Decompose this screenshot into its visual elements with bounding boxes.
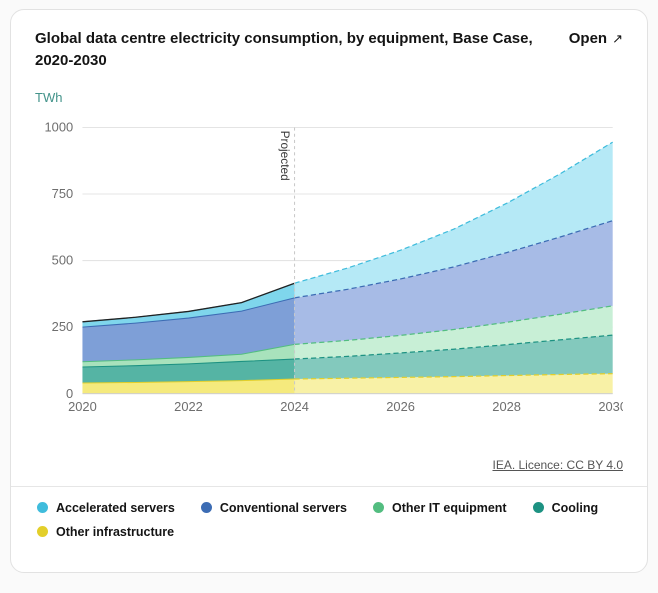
legend-item[interactable]: Other IT equipment [372, 500, 507, 515]
legend-dot [372, 502, 384, 514]
y-axis-unit-label: TWh [35, 89, 63, 105]
y-tick-label: 0 [66, 385, 73, 400]
legend-label: Other infrastructure [56, 524, 175, 539]
legend-dot [37, 526, 48, 538]
area-projected [294, 373, 613, 394]
x-tick-label: 2024 [280, 399, 309, 414]
legend: Accelerated servers Conventional servers O… [35, 487, 623, 545]
chart-area: 0 250 500 750 1000 2020 2022 2024 2026 2028 2030 Pr… [35, 111, 623, 420]
legend-label: Accelerated servers [56, 500, 175, 515]
area-historical [82, 297, 295, 362]
area-projected [294, 141, 613, 298]
x-tick-label: 2020 [68, 399, 97, 414]
license-link[interactable]: IEA. Licence: CC BY 4.0 [492, 457, 623, 472]
legend-dot [200, 502, 212, 514]
area-historical [82, 282, 295, 327]
legend-label: Cooling [551, 500, 599, 515]
y-tick-label: 1000 [45, 119, 74, 134]
y-tick-label: 750 [52, 186, 73, 201]
stacked-area-chart[interactable]: 0 250 500 750 1000 2020 2022 2024 2026 2028 2030 Pr… [35, 111, 623, 420]
area-projected [294, 220, 613, 344]
legend-dot [37, 502, 48, 514]
x-tick-label: 2028 [492, 399, 521, 414]
area-historical [82, 358, 295, 383]
divider [11, 485, 647, 487]
legend-item[interactable]: Cooling [532, 500, 599, 515]
area-projected [294, 305, 613, 359]
open-button-label: Open [568, 30, 608, 47]
chart-card: Global data centre electricity consumpti… [10, 9, 648, 573]
open-button[interactable]: Open ↗ [569, 28, 623, 49]
projected-label: Projected [278, 130, 292, 180]
x-tick-label: 2026 [386, 399, 415, 414]
legend-item[interactable]: Conventional servers [200, 500, 347, 515]
legend-label: Other IT equipment [391, 500, 507, 515]
area-projected [294, 334, 613, 379]
card-header: Global data centre electricity consumpti… [35, 28, 623, 72]
x-tick-label: 2030 [598, 399, 623, 414]
external-link-icon: ↗ [612, 31, 623, 46]
legend-item[interactable]: Other infrastructure [37, 525, 174, 539]
y-tick-label: 500 [52, 252, 73, 267]
chart-title: Global data centre electricity consumpti… [35, 30, 533, 69]
legend-item[interactable]: Accelerated servers [37, 501, 175, 515]
legend-label: Conventional servers [219, 500, 347, 515]
x-tick-label: 2022 [174, 399, 203, 414]
license-row: IEA. Licence: CC BY 4.0 [35, 458, 623, 472]
legend-dot [532, 502, 544, 514]
y-tick-label: 250 [52, 319, 73, 334]
